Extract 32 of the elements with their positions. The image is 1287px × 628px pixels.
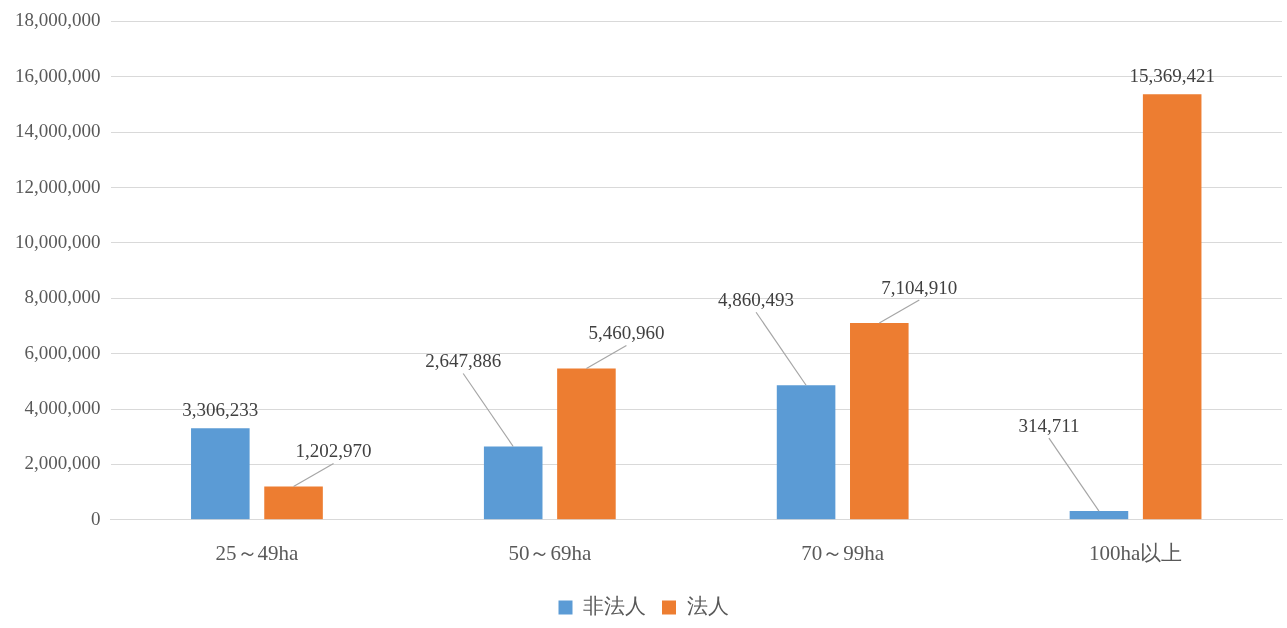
bar [776, 385, 836, 520]
y-tick-label: 14,000,000 [15, 120, 101, 142]
data-label: 15,369,421 [1129, 64, 1215, 86]
bar [557, 368, 616, 520]
x-tick-label: 50～69ha [508, 540, 592, 565]
y-tick-label: 4,000,000 [24, 397, 101, 419]
legend-label: 非法人 [583, 594, 646, 619]
bar [850, 323, 909, 520]
bar [191, 428, 250, 520]
data-label: 7,104,910 [881, 276, 958, 298]
data-label: 314,711 [1018, 414, 1080, 436]
data-label: 4,860,493 [718, 288, 795, 310]
x-tick-label: 100ha以上 [1088, 540, 1183, 565]
x-tick-label: 25～49ha [215, 540, 300, 565]
data-label: 1,202,970 [295, 439, 372, 461]
y-tick-label: 0 [91, 507, 101, 529]
bar [1142, 94, 1202, 520]
y-tick-label: 12,000,000 [15, 175, 101, 197]
y-tick-label: 8,000,000 [24, 286, 101, 308]
legend-label: 法人 [686, 594, 729, 619]
y-tick-label: 10,000,000 [15, 230, 101, 252]
bar [483, 446, 543, 520]
bar [264, 486, 323, 520]
data-label: 5,460,960 [588, 322, 665, 344]
x-tick-label: 70～99ha [801, 540, 885, 565]
y-tick-label: 18,000,000 [15, 9, 101, 31]
y-tick-label: 2,000,000 [24, 452, 101, 474]
y-tick-label: 16,000,000 [15, 64, 101, 86]
data-label: 2,647,886 [425, 349, 502, 371]
data-label: 3,306,233 [182, 398, 259, 420]
y-tick-label: 6,000,000 [24, 341, 101, 363]
bar [1069, 511, 1129, 520]
